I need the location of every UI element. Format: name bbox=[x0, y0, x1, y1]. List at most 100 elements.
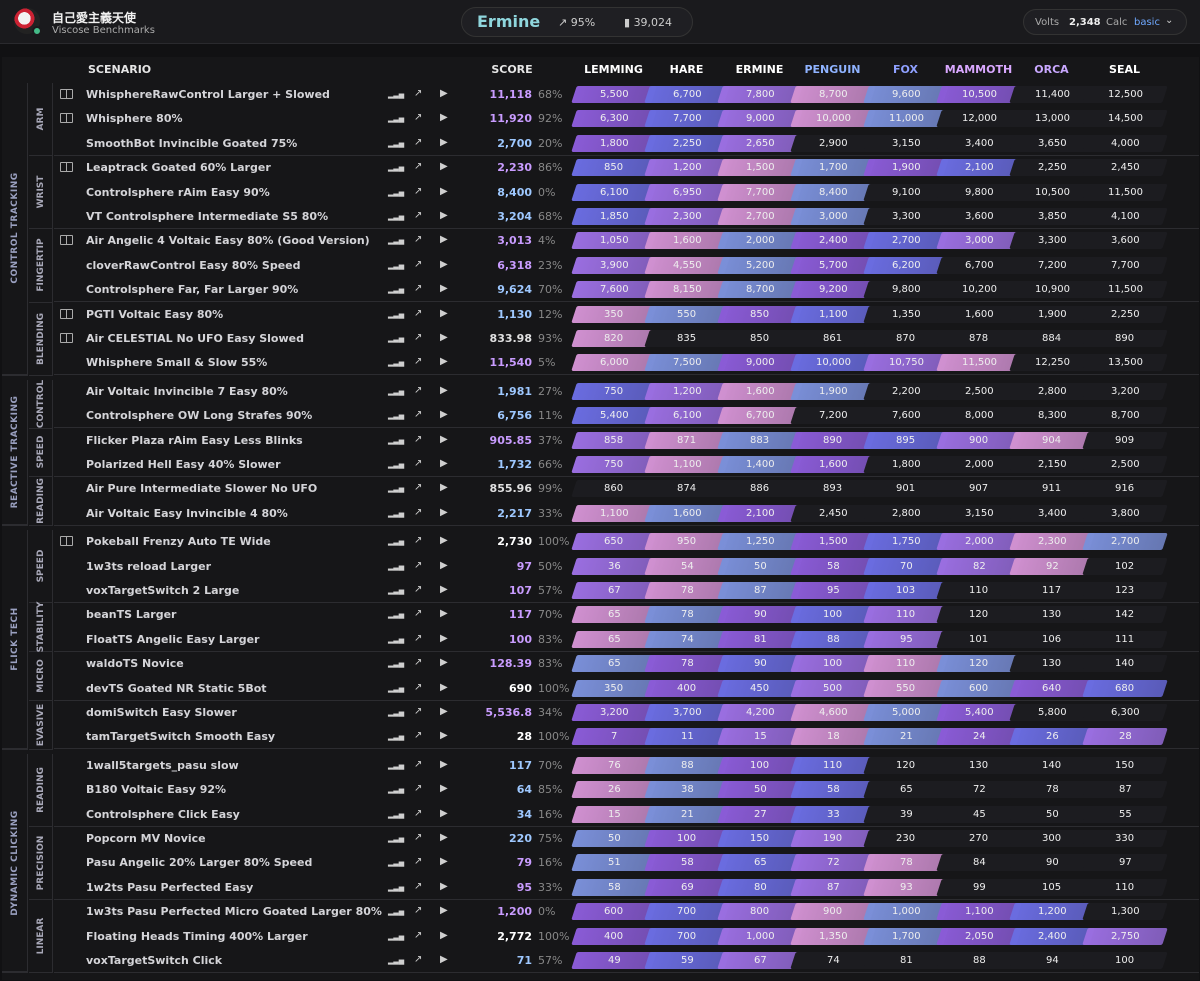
play-icon[interactable]: ▶ bbox=[440, 681, 448, 693]
scenario-name[interactable]: devTS Goated NR Static 5Bot bbox=[86, 681, 267, 695]
scenario-name[interactable]: Air Angelic 4 Voltaic Easy 80% (Good Ver… bbox=[86, 234, 370, 248]
trend-icon[interactable]: ↗ bbox=[414, 632, 423, 644]
scenario-name[interactable]: voxTargetSwitch Click bbox=[86, 954, 223, 967]
scenario-name[interactable]: SmoothBot Invincible Goated 75% bbox=[86, 136, 298, 150]
scenario-name[interactable]: beanTS Larger bbox=[86, 608, 177, 622]
trend-icon[interactable]: ↗ bbox=[414, 88, 423, 99]
guide-book-icon[interactable] bbox=[60, 333, 73, 343]
scenario-name[interactable]: Whisphere Small & Slow 55% bbox=[86, 356, 268, 370]
leaderboard-icon[interactable]: ▂▃▅ bbox=[388, 461, 405, 469]
trend-icon[interactable]: ↗ bbox=[414, 136, 423, 148]
trend-icon[interactable]: ↗ bbox=[414, 535, 423, 547]
play-icon[interactable]: ▶ bbox=[440, 929, 448, 941]
leaderboard-icon[interactable]: ▂▃▅ bbox=[388, 485, 405, 494]
play-icon[interactable]: ▶ bbox=[440, 632, 448, 644]
trend-icon[interactable]: ↗ bbox=[414, 730, 423, 742]
play-icon[interactable]: ▶ bbox=[440, 856, 448, 868]
play-icon[interactable]: ▶ bbox=[440, 258, 448, 270]
play-icon[interactable]: ▶ bbox=[440, 185, 448, 197]
trend-icon[interactable]: ↗ bbox=[414, 356, 423, 368]
play-icon[interactable]: ▶ bbox=[440, 458, 448, 469]
leaderboard-icon[interactable]: ▂▃▅ bbox=[388, 335, 405, 343]
play-icon[interactable]: ▶ bbox=[440, 433, 448, 445]
scenario-name[interactable]: Air Voltaic Easy Invincible 4 80% bbox=[86, 506, 288, 520]
play-icon[interactable]: ▶ bbox=[440, 905, 448, 917]
leaderboard-icon[interactable]: ▂▃▅ bbox=[388, 237, 405, 246]
trend-icon[interactable]: ↗ bbox=[414, 681, 423, 693]
play-icon[interactable]: ▶ bbox=[440, 559, 448, 571]
trend-icon[interactable]: ↗ bbox=[414, 905, 423, 917]
guide-book-icon[interactable] bbox=[60, 536, 73, 547]
leaderboard-icon[interactable]: ▂▃▅ bbox=[388, 957, 405, 965]
play-icon[interactable]: ▶ bbox=[440, 608, 448, 620]
trend-icon[interactable]: ↗ bbox=[414, 161, 423, 173]
scenario-name[interactable]: Controlsphere Far, Far Larger 90% bbox=[86, 283, 299, 297]
trend-icon[interactable]: ↗ bbox=[414, 433, 423, 445]
trend-icon[interactable]: ↗ bbox=[414, 657, 423, 669]
play-icon[interactable]: ▶ bbox=[440, 832, 448, 843]
leaderboard-icon[interactable]: ▂▃▅ bbox=[388, 587, 405, 595]
trend-icon[interactable]: ↗ bbox=[414, 307, 423, 319]
leaderboard-icon[interactable]: ▂▃▅ bbox=[388, 611, 405, 620]
trend-icon[interactable]: ↗ bbox=[414, 807, 423, 819]
scenario-name[interactable]: Controlsphere OW Long Strafes 90% bbox=[86, 409, 313, 423]
trend-icon[interactable]: ↗ bbox=[414, 929, 423, 941]
leaderboard-icon[interactable]: ▂▃▅ bbox=[388, 261, 405, 270]
chevron-down-icon[interactable]: ⌄ bbox=[1165, 15, 1174, 26]
leaderboard-icon[interactable]: ▂▃▅ bbox=[388, 538, 405, 547]
trend-icon[interactable]: ↗ bbox=[414, 856, 423, 868]
leaderboard-icon[interactable]: ▂▃▅ bbox=[388, 835, 405, 843]
leaderboard-icon[interactable]: ▂▃▅ bbox=[388, 387, 405, 396]
scenario-name[interactable]: Whisphere 80% bbox=[86, 112, 183, 126]
play-icon[interactable]: ▶ bbox=[440, 161, 448, 173]
scenario-name[interactable]: FloatTS Angelic Easy Larger bbox=[86, 632, 260, 646]
scenario-name[interactable]: Air Pure Intermediate Slower No UFO bbox=[86, 482, 318, 496]
scenario-name[interactable]: Pokeball Frenzy Auto TE Wide bbox=[86, 535, 271, 549]
leaderboard-icon[interactable]: ▂▃▅ bbox=[388, 908, 405, 917]
play-icon[interactable]: ▶ bbox=[440, 758, 448, 770]
leaderboard-icon[interactable]: ▂▃▅ bbox=[388, 436, 405, 445]
leaderboard-icon[interactable]: ▂▃▅ bbox=[388, 635, 405, 644]
leaderboard-icon[interactable]: ▂▃▅ bbox=[388, 188, 405, 197]
guide-book-icon[interactable] bbox=[60, 89, 73, 99]
trend-icon[interactable]: ↗ bbox=[414, 559, 423, 571]
play-icon[interactable]: ▶ bbox=[440, 210, 448, 221]
scenario-name[interactable]: Air Voltaic Invincible 7 Easy 80% bbox=[86, 384, 288, 398]
trend-icon[interactable]: ↗ bbox=[414, 608, 423, 620]
leaderboard-icon[interactable]: ▂▃▅ bbox=[388, 509, 405, 518]
play-icon[interactable]: ▶ bbox=[440, 482, 448, 494]
leaderboard-icon[interactable]: ▂▃▅ bbox=[388, 786, 405, 795]
scenario-name[interactable]: WhisphereRawControl Larger + Slowed bbox=[86, 88, 330, 101]
trend-icon[interactable]: ↗ bbox=[414, 758, 423, 770]
play-icon[interactable]: ▶ bbox=[440, 283, 448, 295]
leaderboard-icon[interactable]: ▂▃▅ bbox=[388, 412, 405, 421]
play-icon[interactable]: ▶ bbox=[440, 730, 448, 742]
guide-book-icon[interactable] bbox=[60, 308, 73, 319]
play-icon[interactable]: ▶ bbox=[440, 506, 448, 518]
leaderboard-icon[interactable]: ▂▃▅ bbox=[388, 810, 405, 819]
trend-icon[interactable]: ↗ bbox=[414, 832, 423, 843]
leaderboard-icon[interactable]: ▂▃▅ bbox=[388, 139, 405, 148]
play-icon[interactable]: ▶ bbox=[440, 307, 448, 319]
leaderboard-icon[interactable]: ▂▃▅ bbox=[388, 310, 405, 319]
guide-book-icon[interactable] bbox=[60, 235, 73, 246]
scenario-name[interactable]: 1w2ts Pasu Perfected Easy bbox=[86, 880, 254, 894]
play-icon[interactable]: ▶ bbox=[440, 332, 448, 343]
guide-book-icon[interactable] bbox=[60, 162, 73, 173]
trend-icon[interactable]: ↗ bbox=[414, 258, 423, 270]
trend-icon[interactable]: ↗ bbox=[414, 880, 423, 892]
leaderboard-icon[interactable]: ▂▃▅ bbox=[388, 164, 405, 173]
leaderboard-icon[interactable]: ▂▃▅ bbox=[388, 859, 405, 868]
scenario-name[interactable]: VT Controlsphere Intermediate S5 80% bbox=[86, 210, 329, 223]
play-icon[interactable]: ▶ bbox=[440, 234, 448, 246]
volts-calc-box[interactable]: Volts 2,348 Calc basic ⌄ bbox=[1023, 9, 1187, 35]
scenario-name[interactable]: tamTargetSwitch Smooth Easy bbox=[86, 730, 276, 744]
play-icon[interactable]: ▶ bbox=[440, 706, 448, 717]
play-icon[interactable]: ▶ bbox=[440, 807, 448, 819]
scenario-name[interactable]: cloverRawControl Easy 80% Speed bbox=[86, 258, 301, 272]
leaderboard-icon[interactable]: ▂▃▅ bbox=[388, 562, 405, 571]
scenario-name[interactable]: Pasu Angelic 20% Larger 80% Speed bbox=[86, 856, 313, 870]
trend-icon[interactable]: ↗ bbox=[414, 584, 423, 595]
leaderboard-icon[interactable]: ▂▃▅ bbox=[388, 709, 405, 717]
trend-icon[interactable]: ↗ bbox=[414, 185, 423, 197]
